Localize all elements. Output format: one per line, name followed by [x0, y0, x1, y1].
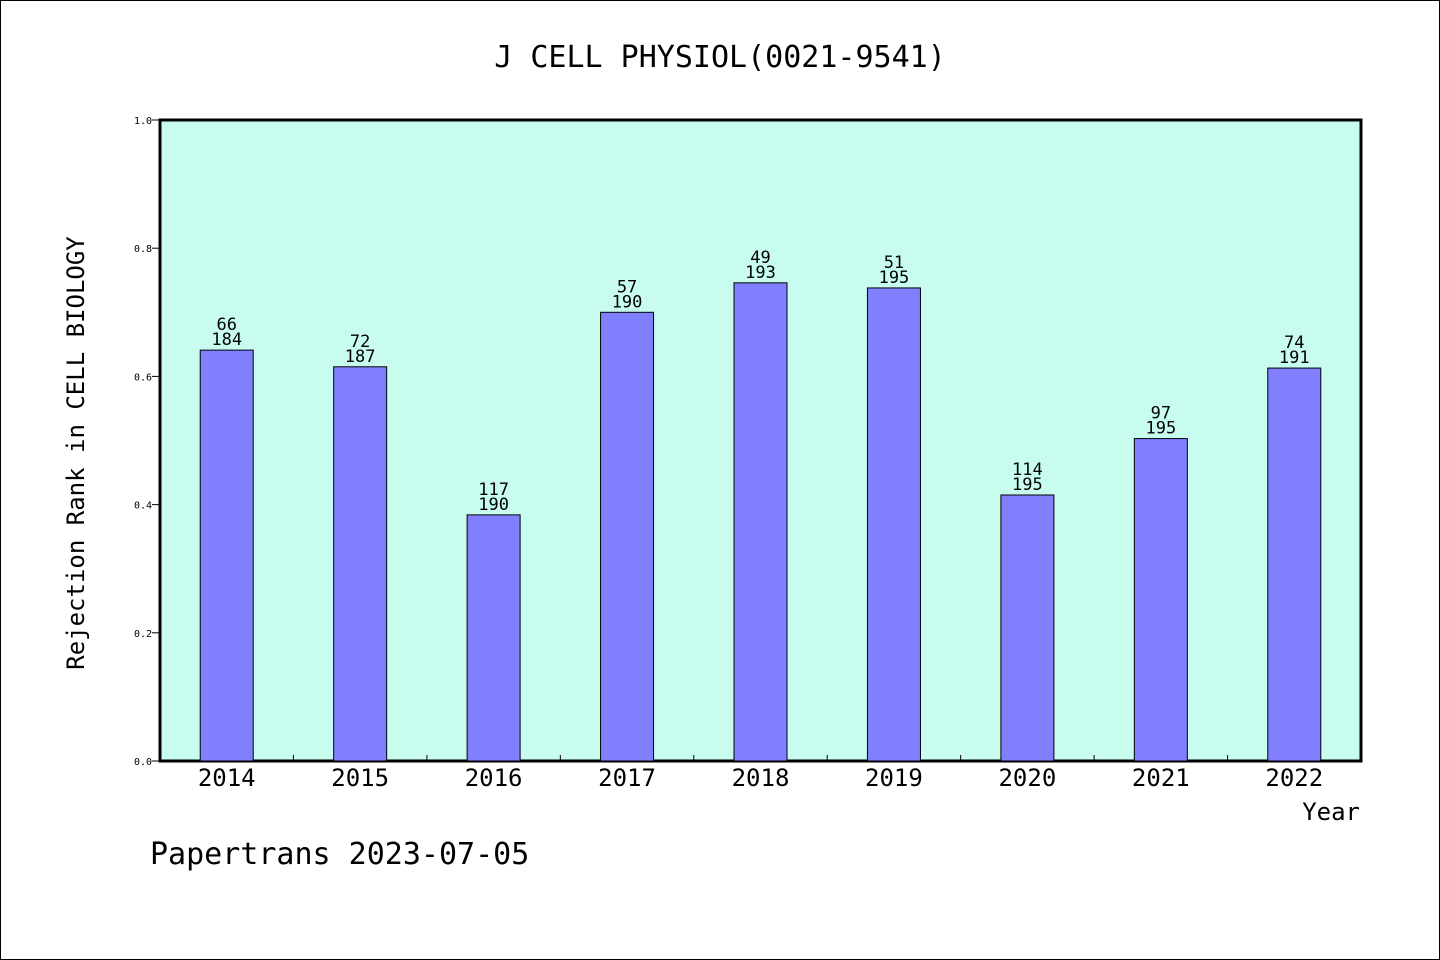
bar-2022 [1267, 367, 1322, 762]
bar-total-label: 193 [745, 263, 776, 283]
bar-2018 [733, 282, 788, 762]
bar-2019 [866, 287, 921, 762]
bar-total-label: 195 [1012, 475, 1043, 495]
bar-total-label: 191 [1279, 348, 1310, 368]
bar-rank-label: 57 [617, 277, 637, 297]
y-axis: 0.0 0.2 0.4 0.6 0.8 1.0 [134, 116, 160, 768]
x-tick-label: 2021 [1132, 764, 1190, 792]
y-axis-label: Rejection Rank in CELL BIOLOGY [62, 236, 90, 670]
bar-rank-label: 49 [750, 248, 770, 268]
bar-2021 [1133, 438, 1188, 762]
x-tick-label: 2017 [598, 764, 656, 792]
y-tick-label: 0.6 [134, 372, 152, 383]
bar-2017 [600, 311, 655, 762]
y-tick-label: 0.0 [134, 757, 152, 768]
x-axis-label: Year [1302, 798, 1360, 826]
x-tick-label: 2016 [465, 764, 523, 792]
bar-rank-label: 97 [1151, 404, 1171, 424]
bar-rank-label: 72 [350, 332, 370, 352]
x-tick-label: 2020 [998, 764, 1056, 792]
y-tick-label: 0.8 [134, 244, 152, 255]
x-tick-label: 2022 [1265, 764, 1323, 792]
bar-total-label: 187 [345, 347, 376, 367]
x-axis: 2014 2015 2016 2017 2018 2019 2020 2021 2022 [198, 755, 1323, 792]
bar-2020 [1000, 494, 1055, 762]
bar-2016 [466, 514, 521, 762]
x-tick-label: 2015 [331, 764, 389, 792]
bar-total-label: 195 [879, 268, 910, 288]
y-tick-label: 1.0 [134, 116, 152, 127]
chart-title: J CELL PHYSIOL(0021-9541) [494, 40, 946, 75]
y-tick-label: 0.2 [134, 629, 152, 640]
bar-total-label: 190 [612, 292, 643, 312]
bar-total-label: 190 [478, 495, 509, 515]
bar-total-label: 184 [211, 330, 242, 350]
x-tick-label: 2019 [865, 764, 923, 792]
bar-rank-label: 66 [216, 315, 236, 335]
bar-total-label: 195 [1145, 419, 1176, 439]
bar-rank-label: 114 [1012, 460, 1043, 480]
bar-2014 [199, 349, 254, 762]
bar-rank-label: 117 [478, 480, 509, 500]
bar-2015 [333, 366, 388, 762]
bar-rank-label: 51 [884, 253, 904, 273]
bar-rank-label: 74 [1284, 333, 1304, 353]
x-tick-label: 2014 [198, 764, 256, 792]
x-tick-label: 2018 [732, 764, 790, 792]
y-tick-label: 0.4 [134, 501, 152, 512]
bars-group [199, 282, 1322, 762]
footer-credit: Papertrans 2023-07-05 [150, 837, 529, 872]
